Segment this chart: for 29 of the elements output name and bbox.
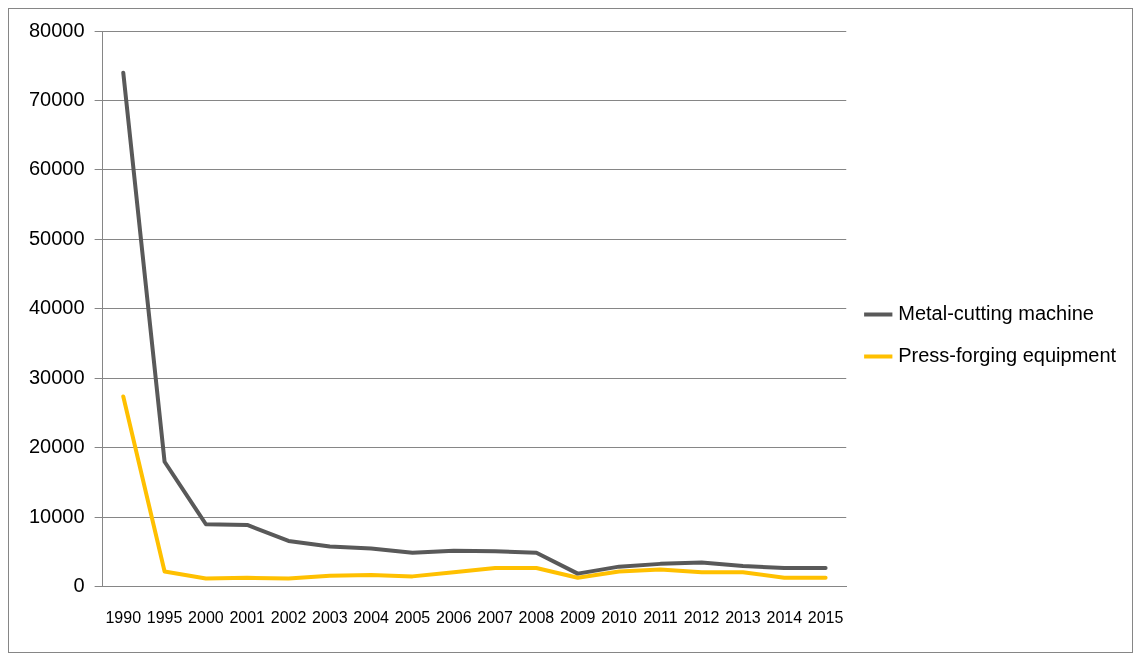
legend-label: Press-forging equipment	[898, 344, 1117, 367]
x-tick-label: 2005	[394, 608, 431, 626]
x-tick-label: 2002	[270, 608, 307, 626]
y-tick-label: 70000	[28, 87, 85, 110]
x-tick-label: 2010	[601, 608, 637, 626]
x-tick-label: 2008	[518, 608, 555, 626]
y-tick-label: 60000	[28, 157, 85, 180]
y-tick-label: 80000	[28, 18, 85, 41]
y-tick-label: 50000	[28, 226, 85, 249]
x-tick-label: 2011	[643, 608, 678, 626]
x-tick-label: 2001	[229, 608, 266, 626]
x-tick-label: 2004	[353, 608, 390, 626]
x-tick-label: 2012	[683, 608, 720, 626]
y-tick-label: 40000	[28, 296, 85, 319]
y-tick-label: 30000	[28, 365, 85, 388]
x-tick-label: 2009	[559, 608, 596, 626]
y-tick-label: 0	[73, 574, 85, 597]
y-tick-label: 20000	[28, 435, 85, 458]
x-tick-label: 2000	[188, 608, 224, 626]
legend-label: Metal-cutting machine	[898, 302, 1094, 325]
x-tick-label: 2007	[477, 608, 513, 626]
x-tick-label: 2006	[435, 608, 472, 626]
x-tick-label: 2003	[312, 608, 348, 626]
x-tick-label: 2013	[725, 608, 761, 626]
x-tick-label: 2014	[766, 608, 803, 626]
y-tick-label: 10000	[28, 504, 85, 527]
x-tick-label: 1995	[146, 608, 183, 626]
x-tick-label: 1990	[105, 608, 142, 626]
x-tick-label: 2015	[807, 608, 844, 626]
